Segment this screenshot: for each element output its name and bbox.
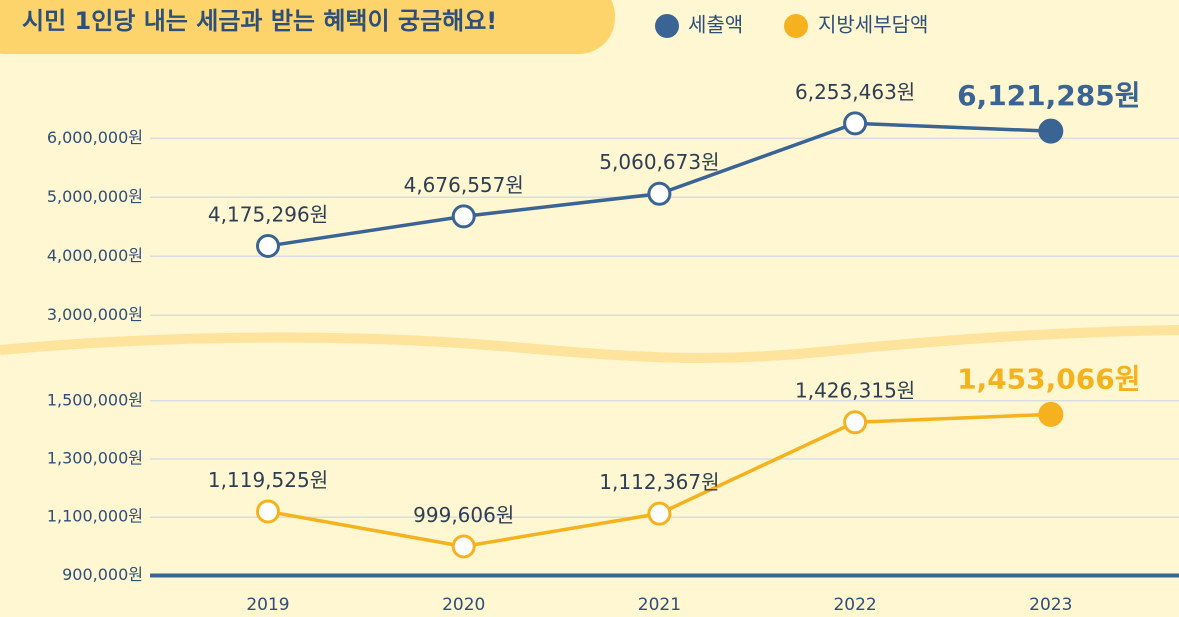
data-point	[843, 410, 868, 435]
y-tick-label: 3,000,000원	[47, 305, 143, 324]
y-tick-label: 1,500,000원	[47, 390, 143, 409]
axis-break	[0, 325, 1179, 363]
data-point	[451, 534, 476, 559]
legend-label: 지방세부담액	[818, 13, 928, 37]
data-label: 1,112,367원	[599, 470, 719, 494]
x-tick-label: 2019	[246, 595, 289, 615]
chart-title: 시민 1인당 내는 세금과 받는 혜택이 궁금해요!	[22, 7, 497, 35]
data-label: 4,676,557원	[404, 173, 524, 197]
data-label: 6,253,463원	[795, 80, 915, 104]
legend-label: 세출액	[688, 13, 743, 37]
y-tick-label: 1,300,000원	[47, 448, 143, 467]
y-tick-label: 1,100,000원	[47, 507, 143, 526]
data-label: 5,060,673원	[599, 150, 719, 174]
data-point	[256, 233, 280, 258]
data-point	[256, 499, 280, 524]
x-tick-label: 2021	[638, 595, 681, 615]
data-point	[647, 501, 672, 526]
legend-swatch	[655, 14, 679, 38]
x-tick-label: 2022	[833, 595, 876, 615]
data-label: 1,453,066원	[957, 362, 1140, 395]
x-tick-label: 2020	[442, 595, 485, 615]
y-tick-label: 900,000원	[62, 565, 143, 584]
title-banner	[0, 0, 615, 54]
y-tick-label: 6,000,000원	[47, 128, 143, 147]
data-label: 6,121,285원	[957, 79, 1140, 112]
data-point	[451, 204, 476, 229]
data-point	[843, 111, 868, 136]
data-point	[1038, 401, 1064, 427]
legend-swatch	[784, 14, 808, 38]
y-tick-label: 5,000,000원	[47, 187, 143, 206]
data-label: 999,606원	[413, 503, 514, 527]
x-tick-label: 2023	[1029, 595, 1072, 615]
data-label: 1,426,315원	[795, 379, 915, 403]
y-tick-label: 4,000,000원	[47, 246, 143, 265]
data-point	[1038, 118, 1064, 144]
data-point	[647, 181, 672, 206]
data-label: 4,175,296원	[208, 202, 328, 226]
data-label: 1,119,525원	[208, 468, 328, 492]
